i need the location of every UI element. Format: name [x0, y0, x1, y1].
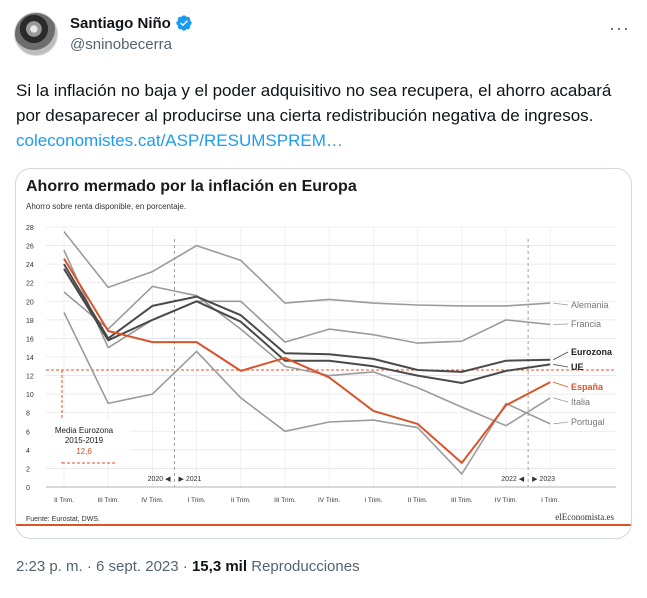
series-lines [63, 231, 551, 475]
y-tick-label: 26 [26, 244, 34, 251]
series-leader-line [553, 323, 569, 325]
series-leader-line [553, 421, 569, 425]
tweet-header: Santiago Niño @sninobecerra ··· [14, 8, 634, 64]
year-marker-label: ▶ 2021 [179, 476, 202, 483]
views-count: 15,3 mil [191, 558, 248, 575]
year-marker-label: ▶ 2023 [532, 476, 555, 483]
reference-value-label: 12,6 [76, 447, 92, 456]
views-label: Reproducciones [251, 558, 360, 575]
tweet-time[interactable]: 2:23 p. m. [16, 558, 83, 575]
author-row: Santiago Niño [70, 14, 193, 32]
series-line-alemania [63, 231, 551, 307]
avatar[interactable] [14, 12, 58, 56]
series-leader-line [553, 302, 569, 306]
tweet-footer: 2:23 p. m. · 6 sept. 2023 · 15,3 mil Rep… [16, 558, 360, 575]
y-tick-label: 14 [26, 355, 34, 362]
x-tick-label: IV Trim. [495, 497, 518, 504]
x-tick-label: III Trim. [451, 497, 473, 504]
bottom-accent-bar [16, 524, 631, 526]
reference-label: Media Eurozona [55, 426, 114, 435]
series-label-alemania: Alemania [571, 300, 609, 310]
series-label-francia: Francia [571, 319, 601, 329]
x-tick-label: II Trim. [408, 497, 428, 504]
series-labels: Alemania Francia Eurozona UE España Italia Por… [553, 300, 613, 427]
y-tick-label: 12 [26, 374, 34, 381]
chart-title: Ahorro mermado por la inflación en Europ… [26, 178, 357, 195]
y-tick-label: 0 [26, 485, 30, 492]
grid [46, 226, 616, 488]
series-label-italia: Italia [571, 397, 590, 407]
tweet-date[interactable]: 6 sept. 2023 [96, 558, 179, 575]
reference-label-box [38, 420, 130, 462]
author-handle[interactable]: @sninobecerra [70, 36, 172, 53]
y-tick-label: 20 [26, 299, 34, 306]
series-line-italia [63, 285, 551, 427]
series-line-españa [63, 258, 551, 464]
separator: · [82, 558, 97, 575]
reference-label: 2015-2019 [65, 436, 104, 445]
tweet-link[interactable]: coleconomistes.cat/ASP/RESUMSPREM… [16, 131, 343, 150]
y-tick-label: 18 [26, 318, 34, 325]
series-leader-line [553, 397, 569, 403]
more-options-icon[interactable]: ··· [609, 18, 630, 38]
y-tick-label: 24 [26, 262, 34, 269]
y-tick-label: 4 [26, 448, 30, 455]
series-label-españa: España [571, 382, 604, 392]
year-marker-label: 2022 ◀ [501, 476, 525, 483]
series-leader-line [553, 364, 569, 368]
series-line-ue [63, 268, 551, 384]
tweet-body: Si la inflación no baja y el poder adqui… [16, 81, 612, 125]
series-line-francia [63, 249, 551, 349]
tweet-text: Si la inflación no baja y el poder adqui… [16, 78, 632, 153]
y-tick-label: 16 [26, 336, 34, 343]
series-line-eurozona [63, 263, 551, 373]
verified-badge-icon [176, 15, 192, 31]
chart-source: Fuente: Eurostat, DWS. [26, 516, 100, 523]
x-tick-label: IV Trim. [141, 497, 164, 504]
x-tick-label: II Trim. [231, 497, 251, 504]
y-tick-label: 8 [26, 411, 30, 418]
series-label-portugal: Portugal [571, 417, 605, 427]
x-tick-label: I Trim. [188, 497, 206, 504]
chart-subtitle: Ahorro sobre renta disponible, en porcen… [26, 202, 186, 211]
y-tick-label: 28 [26, 225, 34, 232]
x-tick-label: III Trim. [97, 497, 119, 504]
y-tick-label: 10 [26, 392, 34, 399]
series-line-portugal [63, 312, 551, 475]
chart-svg: Ahorro mermado por la inflación en Europ… [16, 178, 631, 526]
y-tick-label: 22 [26, 281, 34, 288]
series-leader-line [553, 351, 569, 361]
tweet-media-chart[interactable]: Ahorro mermado por la inflación en Europ… [15, 168, 632, 539]
y-tick-label: 6 [26, 429, 30, 436]
year-marker-label: 2020 ◀ [148, 476, 172, 483]
x-tick-label: IV Trim. [318, 497, 341, 504]
x-tick-label: I Trim. [364, 497, 382, 504]
chart-brand: elEconomista.es [555, 512, 614, 522]
series-leader-line [553, 381, 569, 388]
author-name[interactable]: Santiago Niño [70, 14, 171, 32]
series-label-eurozona: Eurozona [571, 347, 613, 357]
x-tick-label: II Trim. [54, 497, 74, 504]
x-tick-label: I Trim. [541, 497, 559, 504]
y-tick-label: 2 [26, 466, 30, 473]
series-label-ue: UE [571, 362, 584, 372]
separator: · [178, 558, 192, 575]
x-tick-label: III Trim. [274, 497, 296, 504]
